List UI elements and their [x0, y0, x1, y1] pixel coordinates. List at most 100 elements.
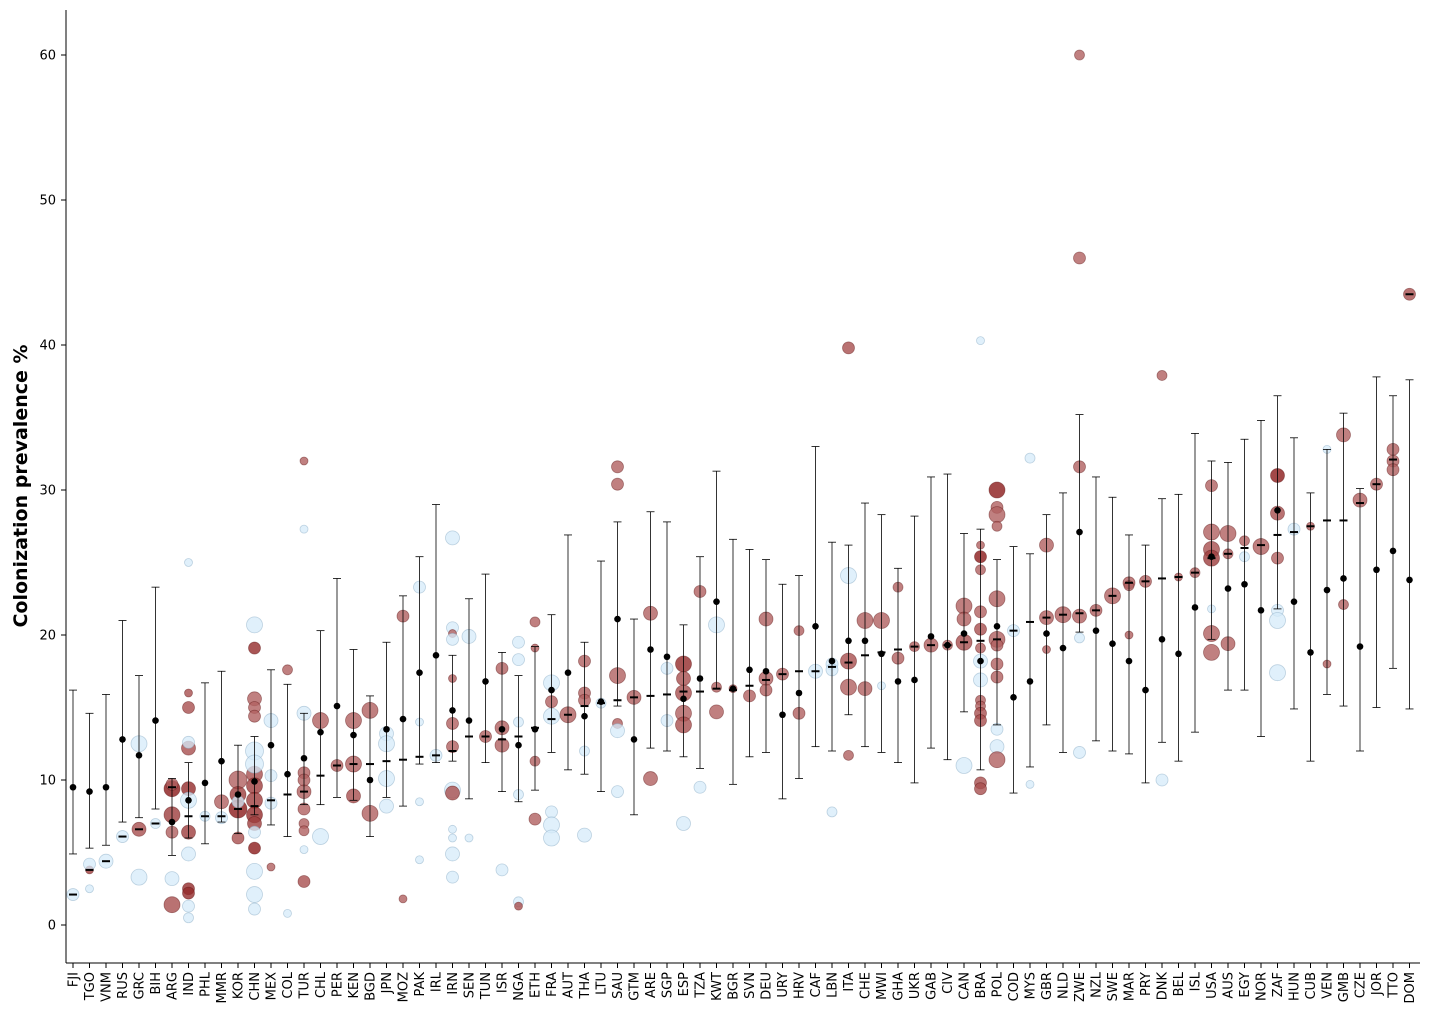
- y-tick-label: 0: [48, 919, 56, 934]
- study-bubble: [512, 635, 525, 649]
- x-tick-label: LTU: [595, 972, 610, 995]
- x-tick-label: ARE: [644, 972, 659, 998]
- y-axis-label: Colonization prevalence %: [10, 344, 32, 627]
- mean-point: [861, 637, 869, 645]
- study-bubble: [610, 723, 625, 739]
- study-bubble: [182, 899, 195, 913]
- study-bubble: [514, 901, 523, 911]
- mean-point: [828, 657, 836, 665]
- x-tick-label: BEL: [1172, 971, 1187, 996]
- ci-whisker: [382, 641, 391, 798]
- study-bubble: [611, 477, 624, 491]
- study-bubble: [248, 825, 261, 839]
- study-bubble: [1073, 746, 1086, 759]
- ci-whisker: [1141, 544, 1150, 784]
- ci-whisker: [696, 556, 704, 769]
- study-bubble: [282, 664, 293, 676]
- ci-whisker: [1306, 492, 1315, 762]
- x-tick-label: ISR: [496, 972, 511, 993]
- mean-point: [201, 779, 209, 787]
- ci-whisker: [1323, 448, 1331, 695]
- mean-point: [1142, 686, 1149, 694]
- x-tick-label: GBR: [1040, 972, 1055, 1000]
- mean-point: [1026, 678, 1034, 685]
- study-bubble: [248, 902, 261, 916]
- study-bubble: [528, 812, 542, 826]
- ci-whisker: [1059, 492, 1067, 753]
- study-bubble: [130, 868, 148, 886]
- y-tick-label: 20: [39, 629, 56, 644]
- mean-point: [267, 741, 275, 749]
- mean-points: [69, 507, 1413, 826]
- mean-point: [977, 657, 984, 665]
- x-tick-label: TUN: [479, 972, 494, 1000]
- ci-whisker: [1257, 419, 1265, 737]
- x-tick-label: COD: [1007, 972, 1022, 1001]
- ci-whisker: [1207, 460, 1216, 640]
- mean-point: [449, 707, 456, 714]
- study-bubble: [415, 797, 424, 807]
- x-tick-label: CHN: [248, 972, 263, 1001]
- x-tick-label: SWE: [1106, 972, 1121, 1001]
- ci-whisker: [1273, 395, 1282, 610]
- mean-point: [465, 717, 473, 724]
- study-bubble: [181, 846, 196, 862]
- x-tick-label: MYS: [1024, 972, 1039, 999]
- ci-whisker: [465, 598, 473, 800]
- mean-point: [317, 728, 324, 736]
- mean-point: [185, 797, 192, 804]
- study-bubble: [1074, 632, 1085, 644]
- x-tick-label: NGA: [512, 972, 527, 1001]
- study-bubble: [248, 641, 261, 655]
- ci-whisker: [613, 521, 622, 707]
- study-bubble: [955, 757, 973, 774]
- x-tick-label: ESP: [677, 972, 692, 996]
- mean-point: [548, 686, 555, 694]
- ci-whisker: [1125, 534, 1133, 755]
- study-bubble: [991, 520, 1003, 532]
- x-tick-label: CZE: [1354, 972, 1369, 998]
- mean-point: [960, 630, 968, 637]
- x-tick-label: DEU: [760, 972, 775, 1000]
- study-bubble: [184, 688, 193, 698]
- x-tick-label: ZWE: [1073, 972, 1088, 1002]
- x-tick-label: KOR: [232, 972, 247, 999]
- x-tick-label: BIH: [149, 972, 164, 995]
- x-tick-label: AUT: [562, 972, 577, 998]
- mean-point: [1175, 650, 1182, 658]
- study-bubble: [976, 336, 985, 346]
- x-tick-label: USA: [1205, 972, 1220, 999]
- x-tick-label: GTM: [628, 972, 643, 1001]
- study-bubble: [1074, 49, 1085, 61]
- x-tick-label: CHL: [314, 971, 329, 998]
- mean-point: [696, 675, 704, 682]
- study-bubble: [495, 863, 509, 877]
- study-bubble: [1073, 251, 1086, 265]
- mean-point: [234, 791, 242, 798]
- x-tick-label: URY: [776, 972, 791, 998]
- x-tick-label: ARG: [166, 972, 181, 1000]
- x-tick-label: BRA: [974, 972, 989, 998]
- mean-point: [168, 818, 176, 826]
- x-tick-label: ZAF: [1271, 972, 1286, 997]
- x-tick-label: PAK: [413, 972, 428, 997]
- mean-point: [1257, 607, 1265, 614]
- mean-point: [597, 698, 605, 705]
- ci-whisker: [762, 559, 770, 753]
- mean-point: [432, 652, 440, 659]
- mean-point: [927, 633, 935, 640]
- study-bubble: [398, 894, 408, 904]
- mean-point: [333, 702, 341, 710]
- study-bubble: [988, 481, 1006, 499]
- study-bubble: [448, 824, 457, 834]
- study-bubble: [611, 785, 624, 798]
- ci-whisker: [1224, 462, 1232, 691]
- mean-point: [663, 653, 671, 661]
- mean-point: [383, 725, 390, 733]
- x-tick-label: POL: [991, 971, 1006, 997]
- study-bubble: [1155, 773, 1169, 787]
- mean-point: [1389, 547, 1397, 555]
- ci-whisker: [1009, 546, 1018, 794]
- ci-whisker: [514, 675, 523, 803]
